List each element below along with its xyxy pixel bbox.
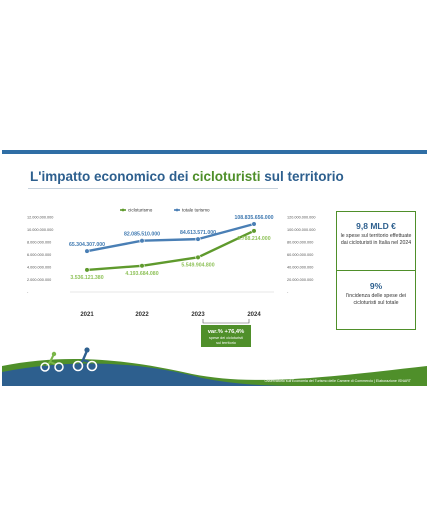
right-axis-tick-label: 80.000.000.000: [287, 241, 313, 245]
annotation-bracket: [202, 319, 250, 324]
x-axis-tick-label: 2021: [80, 312, 94, 318]
legend-label: cicloturismo: [128, 208, 153, 213]
right-axis-tick-label: 100.000.000.000: [287, 228, 316, 232]
info-box-spending-text: le spese sul territorio effettuate dai c…: [340, 233, 412, 247]
title-underline: [28, 188, 278, 189]
totale-turismo-data-label: 82.085.510.000: [124, 232, 160, 238]
top-bar: [2, 150, 427, 154]
cicloturismo-point: [251, 228, 257, 234]
info-box-spending-value: 9,8 MLD €: [356, 221, 396, 231]
isnart-logo: ISNART: [372, 354, 414, 366]
cicloturismo-data-label: 9.788.214.000: [237, 236, 270, 242]
cicloturismo-data-label: 3.536.121.380: [70, 275, 103, 281]
totale-turismo-data-label: 84.613.571.000: [180, 230, 216, 236]
isnart-logo-icon: [372, 354, 384, 366]
cicloturismo-data-label: 5.549.904.800: [181, 262, 214, 268]
title-part-2: sul territorio: [260, 169, 344, 184]
totale-turismo-data-label: 65.304.307.000: [69, 242, 105, 248]
isnart-logo-text: ISNART: [388, 356, 414, 364]
right-axis-tick-label: 40.000.000.000: [287, 266, 313, 270]
info-box-spending: 9,8 MLD € le spese sul territorio effett…: [336, 211, 416, 273]
totale-turismo-point: [251, 221, 257, 227]
left-axis-tick-label: 10.000.000.000: [27, 228, 53, 232]
title-part-1: L'impatto economico dei: [30, 169, 193, 184]
footer-source: Osservatorio sull'Economia del Turismo d…: [264, 379, 411, 383]
totale-turismo-point: [195, 236, 201, 242]
info-box-share: 9% l'incidenza delle spese dei cicloturi…: [336, 270, 416, 330]
info-box-share-value: 9%: [369, 281, 383, 291]
left-axis-tick-label: 2.000.000.000: [27, 278, 51, 282]
right-axis-tick-label: -: [287, 291, 289, 295]
right-axis-tick-label: 120.000.000.000: [287, 216, 316, 220]
left-axis-tick-label: -: [27, 291, 29, 295]
totale-turismo-point: [139, 238, 145, 244]
slide: L'impatto economico dei cicloturisti sul…: [2, 150, 427, 386]
cicloturismo-point: [84, 267, 90, 273]
cicloturismo-point: [195, 254, 201, 260]
right-axis-tick-label: 20.000.000.000: [287, 278, 313, 282]
annotation-text-line: sul territorio: [216, 341, 236, 345]
bottom-wave-band: [2, 359, 427, 386]
right-axis-tick-label: 60.000.000.000: [287, 253, 313, 257]
cicloturismo-point: [139, 263, 145, 269]
left-axis-tick-label: 6.000.000.000: [27, 253, 51, 257]
x-axis-tick-label: 2023: [191, 312, 205, 318]
totale-turismo-line: [86, 222, 255, 253]
legend-marker: [121, 208, 125, 212]
dual-axis-line-chart: 12.000.000.000 10.000.000.000 8.000.000.00…: [27, 208, 316, 347]
annotation-title: var.% +76,4%: [208, 329, 245, 335]
x-axis-tick-label: 2022: [135, 312, 149, 318]
annotation-text-line: spese dei cicloturisti: [209, 336, 243, 340]
legend-label: totale turismo: [182, 208, 210, 213]
left-axis-tick-label: 12.000.000.000: [27, 216, 53, 220]
left-axis-tick-label: 4.000.000.000: [27, 266, 51, 270]
legend-marker: [175, 208, 179, 212]
cyclist-blue-icon: [72, 347, 98, 372]
x-axis-tick-label: 2024: [247, 312, 261, 318]
cicloturismo-data-label: 4.193.684.080: [125, 271, 158, 277]
cicloturismo-line: [86, 229, 255, 272]
totale-turismo-point: [84, 248, 90, 254]
left-axis-tick-label: 8.000.000.000: [27, 241, 51, 245]
cyclist-green-icon: [40, 351, 64, 372]
slide-title: L'impatto economico dei cicloturisti sul…: [30, 169, 344, 184]
info-box-share-text: l'incidenza delle spese dei cicloturisti…: [345, 293, 407, 307]
title-highlight: cicloturisti: [192, 169, 261, 184]
totale-turismo-data-label: 108.835.656.000: [235, 215, 274, 221]
annotation-box: [201, 325, 251, 347]
